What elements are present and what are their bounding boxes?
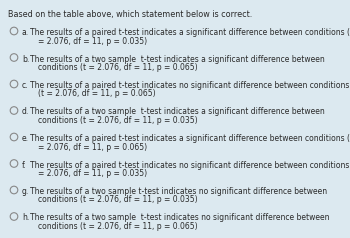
Text: = 2.076, df = 11, p = 0.035): = 2.076, df = 11, p = 0.035) <box>38 169 147 178</box>
Text: The results of a paired t-test indicates no significant difference between condi: The results of a paired t-test indicates… <box>30 160 350 169</box>
Text: The results of a two sample  t-test indicates no significant difference between: The results of a two sample t-test indic… <box>30 213 329 223</box>
Text: a.: a. <box>22 28 29 37</box>
Text: d.: d. <box>22 108 29 116</box>
Text: Based on the table above, which statement below is correct.: Based on the table above, which statemen… <box>8 10 252 19</box>
Text: = 2.076, df = 11, p = 0.035): = 2.076, df = 11, p = 0.035) <box>38 36 147 45</box>
Text: The results of a two sample  t-test indicates a significant difference between: The results of a two sample t-test indic… <box>30 55 325 64</box>
Text: The results of a two sample t-test indicates no significant difference between: The results of a two sample t-test indic… <box>30 187 327 196</box>
Text: The results of a paired t-test indicates a significant difference between condit: The results of a paired t-test indicates… <box>30 28 350 37</box>
Text: (t = 2.076, df = 11, p = 0.065): (t = 2.076, df = 11, p = 0.065) <box>38 89 156 99</box>
Text: conditions (t = 2.076, df = 11, p = 0.065): conditions (t = 2.076, df = 11, p = 0.06… <box>38 63 198 72</box>
Text: e.: e. <box>22 134 29 143</box>
Text: f.: f. <box>22 160 27 169</box>
Text: The results of a paired t-test indicates a significant difference between condit: The results of a paired t-test indicates… <box>30 134 350 143</box>
Text: The results of a paired t-test indicates no significant difference between condi: The results of a paired t-test indicates… <box>30 81 349 90</box>
Text: b.: b. <box>22 55 29 64</box>
Text: conditions (t = 2.076, df = 11, p = 0.065): conditions (t = 2.076, df = 11, p = 0.06… <box>38 222 198 231</box>
Text: = 2.076, df = 11, p = 0.065): = 2.076, df = 11, p = 0.065) <box>38 143 147 152</box>
Text: conditions (t = 2.076, df = 11, p = 0.035): conditions (t = 2.076, df = 11, p = 0.03… <box>38 195 198 204</box>
Text: h.: h. <box>22 213 29 223</box>
Text: The results of a two sample  t-test indicates a significant difference between: The results of a two sample t-test indic… <box>30 108 325 116</box>
Text: conditions (t = 2.076, df = 11, p = 0.035): conditions (t = 2.076, df = 11, p = 0.03… <box>38 116 198 125</box>
Text: c.: c. <box>22 81 28 90</box>
Text: g.: g. <box>22 187 29 196</box>
